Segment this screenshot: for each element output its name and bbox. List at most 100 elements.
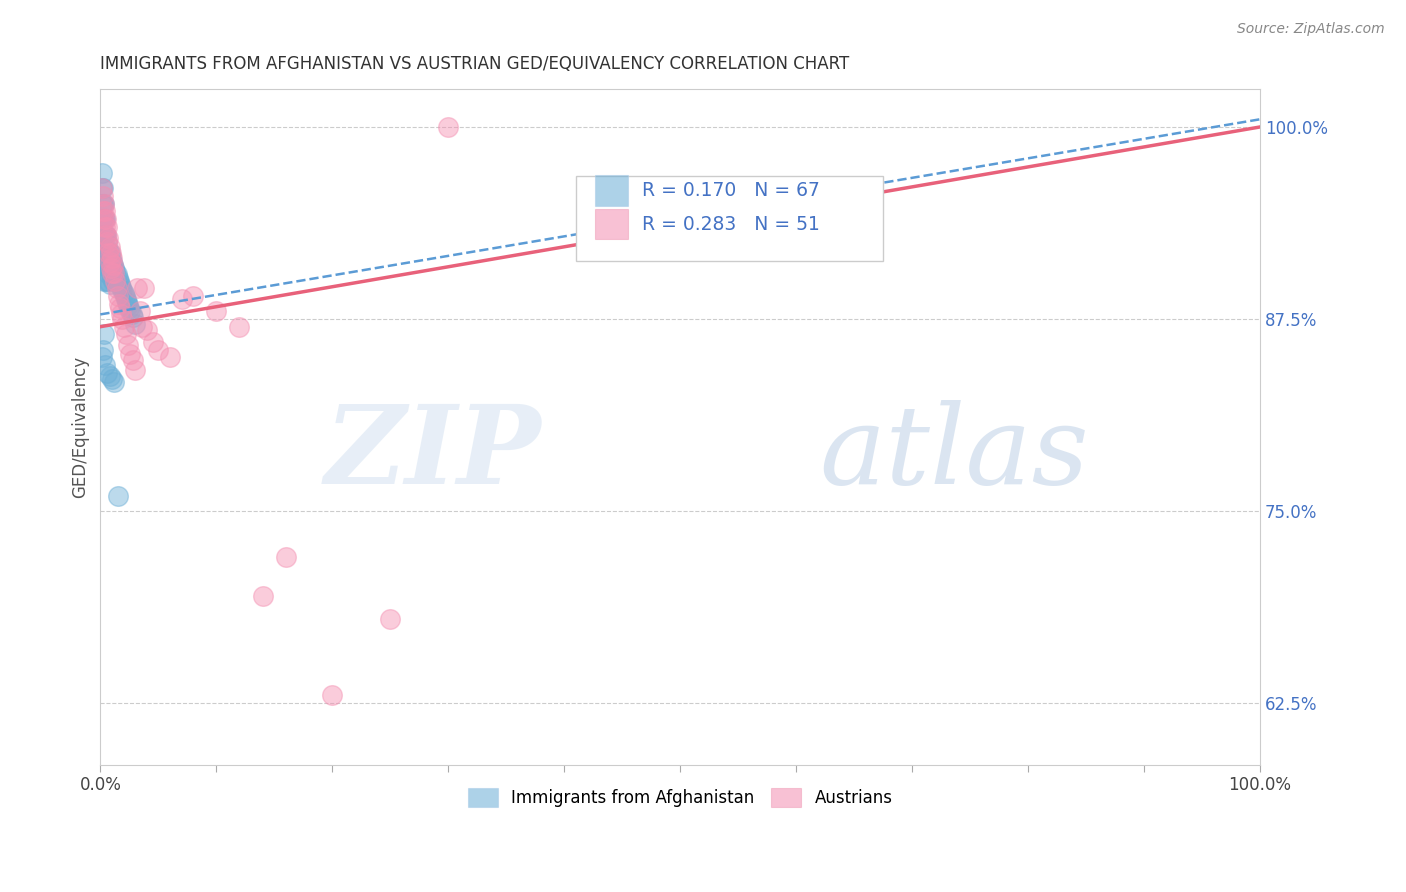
Point bbox=[103, 375, 125, 389]
Point bbox=[205, 304, 228, 318]
Point bbox=[117, 298, 139, 312]
Point bbox=[91, 181, 114, 195]
Point bbox=[93, 196, 115, 211]
Point bbox=[90, 351, 112, 365]
Point bbox=[93, 212, 115, 227]
Point bbox=[134, 281, 156, 295]
Point bbox=[94, 243, 117, 257]
Point bbox=[115, 292, 138, 306]
Point bbox=[103, 266, 125, 280]
Point bbox=[101, 255, 124, 269]
Point bbox=[135, 323, 157, 337]
Point bbox=[108, 296, 131, 310]
Point bbox=[112, 285, 135, 300]
Point bbox=[97, 246, 120, 260]
Point bbox=[107, 489, 129, 503]
Point bbox=[91, 343, 114, 357]
Point bbox=[100, 246, 122, 260]
Point bbox=[90, 181, 112, 195]
Point bbox=[274, 550, 297, 565]
Point bbox=[96, 219, 118, 234]
Point bbox=[115, 327, 138, 342]
Point bbox=[91, 243, 114, 257]
Point bbox=[100, 266, 122, 280]
Point bbox=[93, 227, 115, 242]
Text: R = 0.283   N = 51: R = 0.283 N = 51 bbox=[643, 215, 820, 234]
Point bbox=[124, 362, 146, 376]
Point bbox=[101, 251, 124, 265]
Point bbox=[101, 274, 124, 288]
Point bbox=[91, 258, 114, 272]
Point bbox=[181, 289, 204, 303]
Point bbox=[91, 204, 114, 219]
Point bbox=[98, 255, 121, 269]
Text: R = 0.170   N = 67: R = 0.170 N = 67 bbox=[643, 181, 820, 200]
Point bbox=[98, 261, 121, 276]
Text: ZIP: ZIP bbox=[325, 400, 541, 508]
Point bbox=[118, 301, 141, 316]
Point bbox=[91, 189, 114, 203]
Point bbox=[101, 270, 124, 285]
Point bbox=[127, 281, 149, 295]
Point bbox=[93, 327, 115, 342]
Point bbox=[94, 243, 117, 257]
Point bbox=[115, 295, 138, 310]
Point bbox=[101, 372, 124, 386]
Point bbox=[100, 261, 122, 276]
Point bbox=[91, 212, 114, 227]
Legend: Immigrants from Afghanistan, Austrians: Immigrants from Afghanistan, Austrians bbox=[461, 781, 898, 814]
Point bbox=[94, 212, 117, 227]
Point bbox=[94, 258, 117, 272]
Point bbox=[96, 251, 118, 265]
Point bbox=[112, 319, 135, 334]
Point bbox=[96, 235, 118, 250]
Point bbox=[97, 258, 120, 272]
Point bbox=[97, 230, 120, 244]
Point bbox=[93, 274, 115, 288]
Point bbox=[159, 351, 181, 365]
Point bbox=[94, 227, 117, 242]
Point bbox=[91, 196, 114, 211]
Y-axis label: GED/Equivalency: GED/Equivalency bbox=[72, 356, 89, 498]
Point bbox=[93, 196, 115, 211]
Point bbox=[90, 196, 112, 211]
Point bbox=[128, 304, 150, 318]
Point bbox=[110, 279, 132, 293]
Point bbox=[228, 319, 250, 334]
Point bbox=[90, 166, 112, 180]
Point bbox=[94, 274, 117, 288]
Point bbox=[120, 347, 142, 361]
FancyBboxPatch shape bbox=[596, 175, 628, 205]
Point bbox=[91, 227, 114, 242]
Point bbox=[107, 270, 129, 285]
Point bbox=[104, 274, 127, 288]
Point bbox=[93, 212, 115, 227]
Point bbox=[101, 266, 124, 280]
Point bbox=[121, 310, 143, 325]
Point bbox=[108, 274, 131, 288]
Point bbox=[252, 589, 274, 603]
FancyBboxPatch shape bbox=[596, 209, 628, 239]
Point bbox=[124, 317, 146, 331]
Point bbox=[94, 204, 117, 219]
Point bbox=[94, 358, 117, 372]
Point bbox=[105, 281, 128, 295]
Point bbox=[90, 227, 112, 242]
Point bbox=[98, 277, 121, 291]
Point bbox=[94, 227, 117, 242]
Point bbox=[111, 283, 134, 297]
Point bbox=[96, 266, 118, 280]
Point bbox=[90, 212, 112, 227]
Point bbox=[121, 353, 143, 368]
Point bbox=[94, 219, 117, 234]
Point bbox=[94, 227, 117, 242]
Point bbox=[380, 611, 402, 625]
Point bbox=[110, 307, 132, 321]
Point bbox=[114, 289, 136, 303]
Point bbox=[94, 258, 117, 272]
Point bbox=[98, 368, 121, 383]
Point bbox=[131, 319, 153, 334]
Point bbox=[90, 181, 112, 195]
Point bbox=[93, 243, 115, 257]
Point bbox=[103, 261, 125, 276]
